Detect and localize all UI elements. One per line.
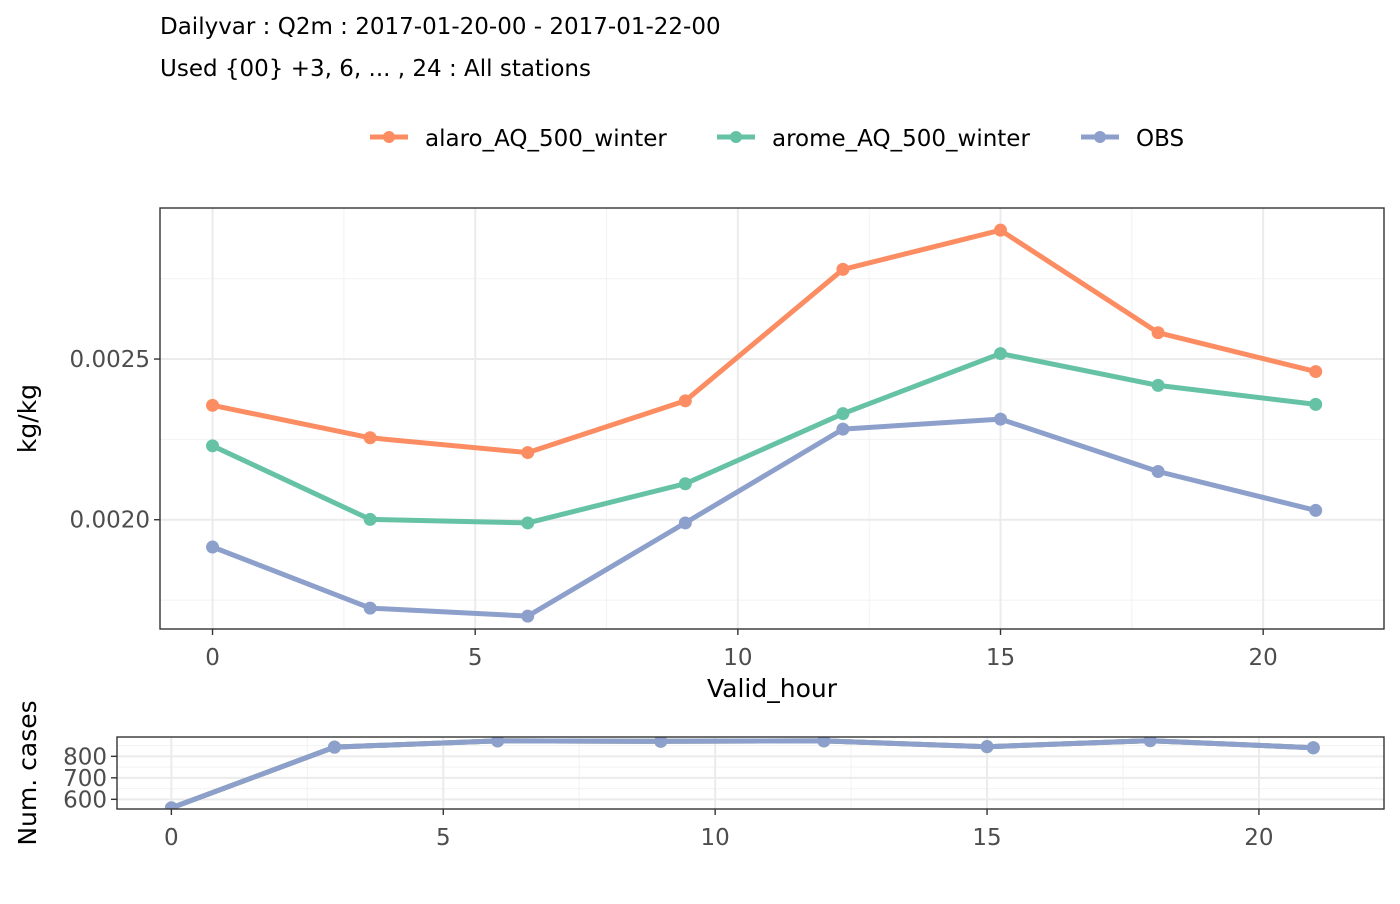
legend-label-0: alaro_AQ_500_winter bbox=[425, 126, 667, 152]
y-tick-label: 0.0025 bbox=[70, 347, 150, 373]
data-point-2-7 bbox=[1309, 503, 1323, 517]
data-point-2-2 bbox=[521, 609, 535, 623]
data-point-0-1 bbox=[363, 431, 377, 445]
panel-background bbox=[160, 208, 1384, 629]
series-line-1 bbox=[211, 351, 1316, 526]
legend-key-point-2 bbox=[1094, 131, 1106, 143]
x-tick-label: 20 bbox=[1244, 825, 1273, 851]
data-point-2-0 bbox=[164, 801, 178, 809]
data-point-1-4 bbox=[836, 407, 850, 421]
data-point-1-3 bbox=[678, 477, 692, 491]
data-point-1-7 bbox=[1309, 397, 1323, 411]
legend-label-1: arome_AQ_500_winter bbox=[772, 126, 1030, 152]
y-axis-label: kg/kg bbox=[13, 384, 42, 453]
data-point-1-5 bbox=[994, 347, 1008, 361]
data-point-2-5 bbox=[980, 740, 994, 754]
data-point-2-3 bbox=[654, 737, 668, 748]
chart-subtitle: Used {00} +3, 6, ... , 24 : All stations bbox=[160, 56, 591, 82]
data-point-0-7 bbox=[1309, 365, 1323, 379]
series-line-0 bbox=[211, 227, 1317, 456]
x-axis-label: Valid_hour bbox=[707, 674, 838, 703]
data-point-2-4 bbox=[817, 737, 831, 748]
y-axis-label: Num. cases bbox=[13, 700, 42, 845]
data-point-2-1 bbox=[363, 601, 377, 615]
main-plot-panel: 0 5 10 15 20 0.0020 0.0025 Valid_hour kg/kg bbox=[13, 207, 1385, 703]
y-tick-label: 700 bbox=[63, 766, 107, 792]
x-tick-label: 20 bbox=[1249, 645, 1278, 671]
x-tick-label: 15 bbox=[986, 645, 1015, 671]
x-tick-label: 5 bbox=[436, 825, 451, 851]
data-point-1-6 bbox=[1151, 378, 1165, 392]
data-point-0-3 bbox=[678, 394, 692, 408]
x-tick-label: 5 bbox=[468, 645, 483, 671]
y-tick-label: 0.0020 bbox=[70, 508, 150, 534]
data-point-0-0 bbox=[206, 398, 220, 412]
series-line-2 bbox=[170, 738, 1314, 809]
legend-label-2: OBS bbox=[1136, 126, 1184, 152]
x-tick-label: 10 bbox=[701, 825, 730, 851]
chart-title: Dailyvar : Q2m : 2017-01-20-00 - 2017-01… bbox=[160, 14, 721, 40]
series-group bbox=[164, 737, 1320, 809]
data-point-2-1 bbox=[328, 740, 342, 754]
data-point-0-5 bbox=[994, 223, 1008, 237]
x-tick-label: 15 bbox=[972, 825, 1001, 851]
series-group bbox=[206, 223, 1323, 623]
data-point-2-0 bbox=[206, 540, 220, 554]
x-tick-label: 0 bbox=[205, 645, 220, 671]
data-point-2-2 bbox=[491, 737, 505, 748]
data-point-2-4 bbox=[836, 422, 850, 436]
legend-key-point-0 bbox=[383, 131, 395, 143]
series-line-2 bbox=[211, 416, 1317, 619]
data-point-2-3 bbox=[678, 516, 692, 530]
x-tick-label: 10 bbox=[723, 645, 752, 671]
y-tick-label: 800 bbox=[63, 744, 107, 770]
legend-key-point-1 bbox=[730, 131, 742, 143]
legend: alaro_AQ_500_winter arome_AQ_500_winter OB… bbox=[370, 126, 1184, 152]
data-point-1-2 bbox=[521, 516, 535, 530]
x-tick-label: 0 bbox=[164, 825, 179, 851]
data-point-1-0 bbox=[206, 439, 220, 453]
y-tick-label: 600 bbox=[63, 787, 107, 813]
data-point-2-7 bbox=[1306, 741, 1320, 755]
data-point-2-6 bbox=[1143, 737, 1157, 748]
panel-border bbox=[159, 207, 1385, 630]
data-point-0-2 bbox=[521, 446, 535, 460]
data-point-1-1 bbox=[363, 512, 377, 526]
data-point-2-6 bbox=[1151, 465, 1165, 479]
panel-border bbox=[116, 736, 1385, 810]
data-point-0-4 bbox=[836, 262, 850, 276]
data-point-0-6 bbox=[1151, 326, 1165, 340]
data-point-2-5 bbox=[994, 412, 1008, 426]
